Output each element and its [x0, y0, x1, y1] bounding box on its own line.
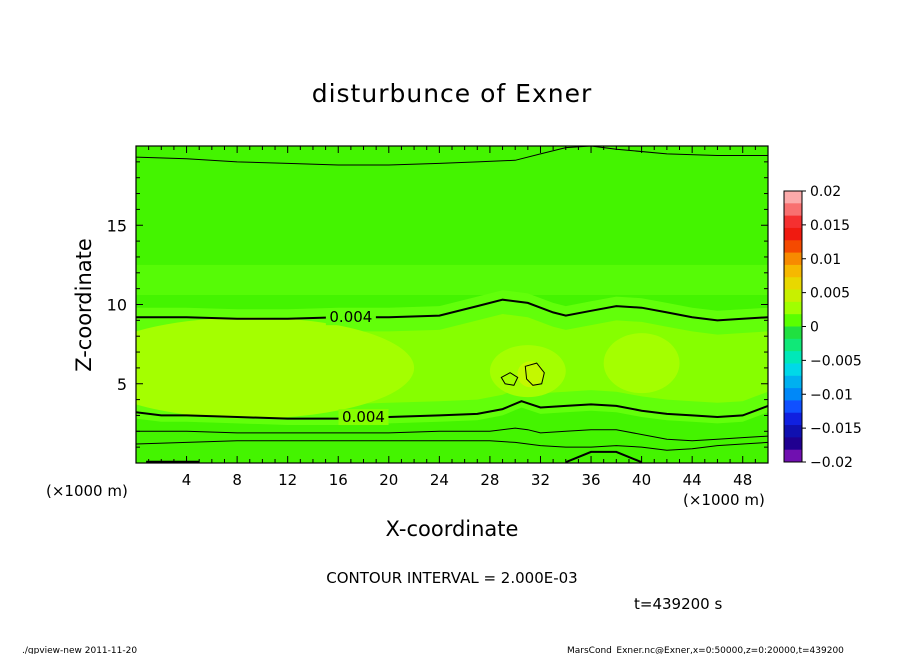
x-unit-label-left: (×1000 m) — [46, 482, 128, 500]
colorbar-swatch — [784, 240, 802, 254]
x-tick-label: 32 — [531, 471, 550, 489]
x-tick-label: 40 — [632, 471, 651, 489]
colorbar-swatch — [784, 338, 802, 352]
colorbar-swatch — [784, 252, 802, 266]
colorbar-tick-label: −0.015 — [810, 421, 862, 437]
contour-closed — [524, 362, 545, 386]
x-axis-title: X-coordinate — [386, 517, 519, 541]
colorbar-swatch — [784, 400, 802, 414]
x-tick-label: 44 — [683, 471, 702, 489]
colorbar-swatch — [784, 388, 802, 401]
colorbar-swatch — [784, 412, 802, 426]
colorbar-swatch — [784, 227, 802, 241]
contour-bottom-segment — [565, 450, 642, 463]
colorbar-tick-label: −0.005 — [810, 353, 862, 369]
x-tick-label: 48 — [733, 471, 752, 489]
colorbar-tick-label: 0 — [810, 320, 819, 336]
x-tick-label: 28 — [480, 471, 499, 489]
y-tick-label: 5 — [117, 375, 127, 394]
colorbar-swatch — [784, 449, 802, 463]
colorbar-tick-label: −0.01 — [810, 387, 853, 403]
colorbar-tick-label: 0.015 — [810, 218, 850, 234]
contour-label: 0.004 — [329, 308, 372, 326]
x-tick-label: 16 — [329, 471, 348, 489]
colorbar-swatch — [784, 277, 802, 291]
colorbar-swatch — [784, 264, 802, 278]
contour-label-background — [325, 309, 376, 326]
colorbar-swatch — [784, 363, 802, 377]
colorbar-swatch — [784, 191, 802, 204]
fill-upper-band — [136, 264, 768, 295]
contour-line — [136, 427, 768, 442]
colorbar-swatch — [784, 351, 802, 364]
x-unit-label-right: (×1000 m) — [683, 491, 765, 509]
x-tick-label: 12 — [278, 471, 297, 489]
colorbar-swatch — [784, 289, 802, 303]
contour-label-group: 0.004 0.004 — [325, 308, 389, 426]
colorbar-swatch — [784, 326, 802, 340]
y-axis: 5 10 15 — [107, 161, 768, 448]
contour-line — [136, 298, 768, 322]
contour-line — [136, 440, 768, 451]
time-text: t=439200 s — [634, 595, 722, 613]
x-axis: 4 8 12 16 20 24 28 32 36 40 44 48 — [148, 146, 756, 489]
fill-core-peak — [517, 361, 544, 388]
colorbar-tick-label: 0.02 — [810, 184, 841, 200]
contour-lines — [136, 146, 768, 463]
y-tick-label: 15 — [107, 216, 127, 235]
colorbar-swatch — [784, 301, 802, 315]
colorbar-swatch — [784, 203, 802, 217]
footer-right: MarsCond_Exner.nc@Exner,x=0:50000,z=0:20… — [567, 646, 844, 654]
footer-left: ./gpview-new 2011-11-20 — [22, 646, 137, 654]
x-tick-label: 20 — [379, 471, 398, 489]
colorbar: 0.02 0.015 0.01 0.005 0 −0.005 −0.01 −0.015 −0.0… — [783, 184, 862, 471]
colorbar-swatch — [784, 437, 802, 451]
colorbar-swatch — [784, 314, 802, 327]
contour-label-background — [338, 409, 389, 426]
colorbar-swatch — [784, 425, 802, 438]
y-tick-label: 10 — [107, 296, 127, 315]
chart-title: disturbunce of Exner — [312, 79, 593, 108]
x-tick-label: 8 — [232, 471, 242, 489]
contour-line — [136, 400, 768, 420]
colorbar-tick-label: 0.01 — [810, 252, 841, 268]
x-tick-label: 4 — [182, 471, 192, 489]
x-tick-label: 24 — [430, 471, 449, 489]
field-fills — [136, 146, 768, 463]
colorbar-swatch — [784, 375, 802, 389]
fill-core-left — [136, 317, 415, 419]
contour-closed — [500, 372, 519, 386]
y-axis-title: Z-coordinate — [72, 238, 96, 372]
fill-core-right — [603, 333, 680, 394]
colorbar-swatch — [784, 215, 802, 229]
colorbar-tick-label: −0.02 — [810, 455, 853, 471]
plot-area — [136, 146, 768, 463]
contour-interval-text: CONTOUR INTERVAL = 2.000E-03 — [326, 569, 577, 587]
contour-label: 0.004 — [342, 408, 385, 426]
colorbar-tick-label: 0.005 — [810, 286, 850, 302]
x-tick-label: 36 — [581, 471, 600, 489]
